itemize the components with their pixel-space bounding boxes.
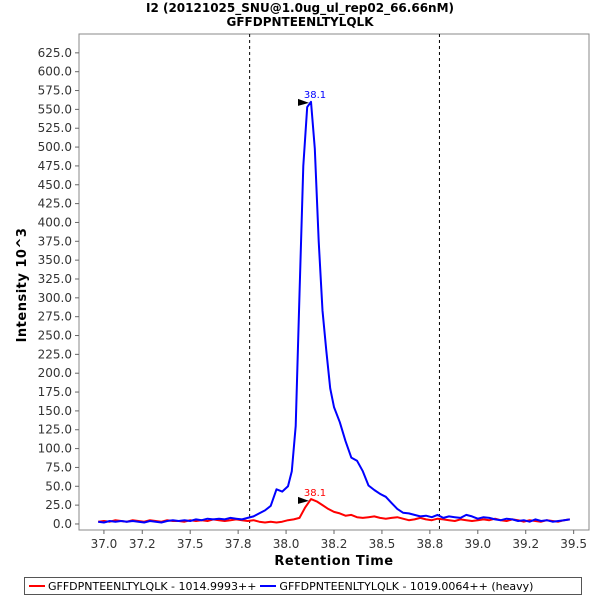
y-tick-label: 75.0	[45, 460, 72, 474]
y-tick-label: 575.0	[38, 84, 72, 98]
y-tick-label: 125.0	[38, 423, 72, 437]
peak-label: 38.1	[304, 90, 326, 101]
y-tick-label: 225.0	[38, 347, 72, 361]
y-tick-label: 400.0	[38, 215, 72, 229]
y-tick-label: 275.0	[38, 310, 72, 324]
series-line-1	[98, 100, 570, 524]
y-tick-label: 550.0	[38, 102, 72, 116]
y-tick-label: 500.0	[38, 140, 72, 154]
x-axis-title: Retention Time	[274, 554, 393, 569]
x-tick-label: 38.5	[369, 537, 396, 551]
x-tick-label: 38.8	[417, 537, 444, 551]
y-tick-label: 625.0	[38, 46, 72, 60]
x-tick-label: 37.8	[225, 537, 252, 551]
plot-frame	[78, 33, 590, 531]
legend-swatch-heavy	[260, 585, 277, 587]
y-axis-title: Intensity 10^3	[15, 228, 30, 343]
x-tick-label: 38.0	[273, 537, 300, 551]
x-tick-label: 39.2	[512, 537, 539, 551]
peak-marker	[297, 98, 309, 106]
chart-subtitle: GFFDPNTEENLTYLQLK	[226, 15, 374, 29]
peak-label: 38.1	[304, 488, 326, 499]
y-tick-label: 375.0	[38, 234, 72, 248]
y-tick-label: 600.0	[38, 65, 72, 79]
x-tick-label: 37.5	[177, 537, 204, 551]
y-tick-label: 425.0	[38, 197, 72, 211]
x-tick-label: 37.2	[129, 537, 156, 551]
y-tick-label: 50.0	[45, 479, 72, 493]
x-tick-label: 39.0	[464, 537, 491, 551]
y-tick-label: 525.0	[38, 121, 72, 135]
chart-title: I2 (20121025_SNU@1.0ug_ul_rep02_66.66nM)	[145, 1, 455, 15]
y-tick-label: 300.0	[38, 291, 72, 305]
y-tick-label: 0.0	[53, 517, 72, 531]
y-tick-label: 25.0	[45, 498, 72, 512]
y-tick-label: 100.0	[38, 442, 72, 456]
legend-item-heavy[interactable]: GFFDPNTEENLTYLQLK - 1019.0064++ (heavy)	[260, 580, 533, 593]
y-tick-label: 150.0	[38, 404, 72, 418]
x-tick-label: 38.2	[321, 537, 348, 551]
x-tick-label: 37.0	[91, 537, 118, 551]
y-tick-label: 250.0	[38, 329, 72, 343]
legend-item-light[interactable]: GFFDPNTEENLTYLQLK - 1014.9993++	[29, 580, 256, 593]
legend-swatch-light	[29, 585, 45, 587]
legend-label-heavy: GFFDPNTEENLTYLQLK - 1019.0064++ (heavy)	[279, 579, 534, 593]
y-tick-label: 475.0	[38, 159, 72, 173]
chromatogram-chart: 0.0 25.0 50.0 75.0 100.0 125.0 150.0 175.0 200.0…	[15, 33, 590, 569]
y-tick-label: 325.0	[38, 272, 72, 286]
legend: GFFDPNTEENLTYLQLK - 1014.9993++ GFFDPNTE…	[24, 577, 582, 595]
y-tick-label: 175.0	[38, 385, 72, 399]
y-tick-label: 450.0	[38, 178, 72, 192]
peak-marker	[297, 496, 309, 504]
legend-label-light: GFFDPNTEENLTYLQLK - 1014.9993++	[48, 579, 257, 593]
y-tick-label: 350.0	[38, 253, 72, 267]
x-tick-label: 39.5	[560, 537, 587, 551]
y-tick-label: 200.0	[38, 366, 72, 380]
